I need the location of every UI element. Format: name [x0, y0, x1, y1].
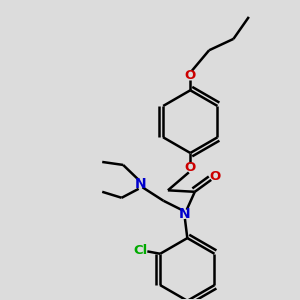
Text: O: O: [185, 69, 196, 82]
Text: Cl: Cl: [134, 244, 148, 257]
Text: N: N: [178, 207, 190, 221]
Text: O: O: [209, 170, 221, 183]
Text: N: N: [135, 177, 147, 191]
Text: O: O: [185, 161, 196, 174]
